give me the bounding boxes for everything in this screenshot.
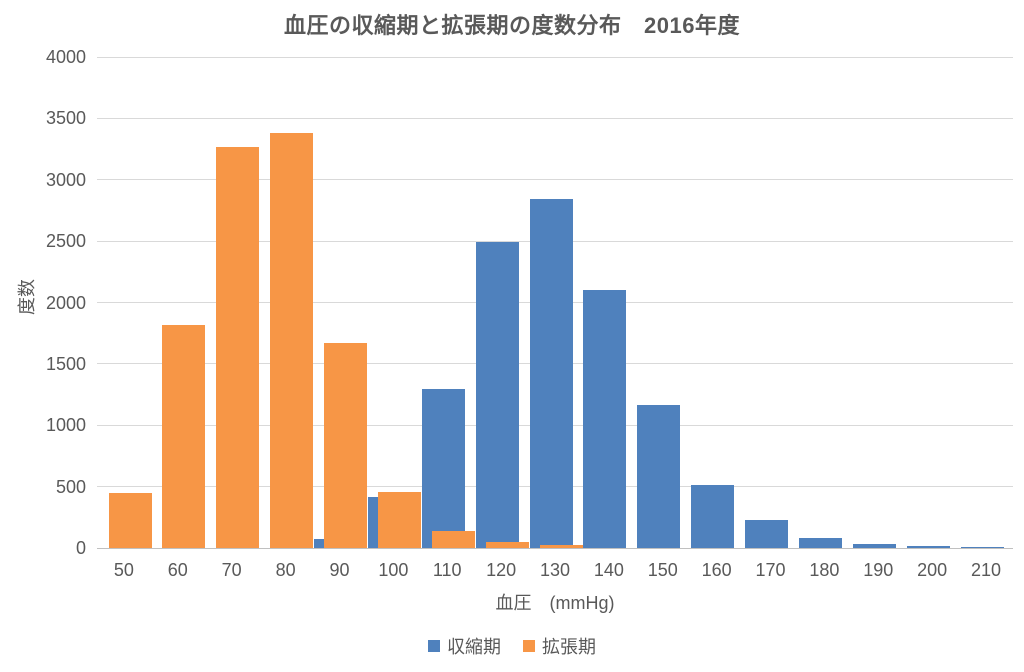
legend-item-systolic: 収縮期 [428, 633, 501, 659]
x-tick-label: 90 [329, 560, 350, 580]
systolic-bar [745, 519, 789, 548]
x-tick-label: 160 [701, 560, 732, 580]
x-tick-label: 170 [755, 560, 786, 580]
x-tick-label: 210 [971, 560, 1002, 580]
gridline [97, 56, 1013, 58]
x-axis-title: 血圧 (mmHg) [495, 593, 615, 613]
legend-label: 収縮期 [447, 637, 501, 657]
x-tick-label: 190 [863, 560, 894, 580]
legend-label: 拡張期 [542, 637, 596, 657]
diastolic-bar [431, 531, 475, 548]
legend: 収縮期 拡張期 [0, 633, 1024, 659]
systolic-bar [960, 546, 1004, 548]
diastolic-bar [162, 324, 206, 548]
diastolic-bar [216, 146, 260, 548]
y-tick-label: 500 [55, 476, 86, 497]
legend-item-diastolic: 拡張期 [523, 633, 596, 659]
y-tick-label: 3500 [45, 108, 86, 129]
x-tick-label: 70 [221, 560, 242, 580]
systolic-bar [637, 404, 681, 548]
systolic-bar [583, 290, 627, 548]
systolic-bar [529, 198, 573, 548]
x-tick-label: 120 [486, 560, 517, 580]
y-tick-label: 0 [75, 538, 86, 558]
x-tick-label: 150 [647, 560, 678, 580]
y-tick-label: 2500 [45, 231, 86, 252]
y-tick-label: 1500 [45, 353, 86, 374]
x-tick-label: 100 [378, 560, 409, 580]
gridline [97, 117, 1013, 119]
systolic-bar [906, 546, 950, 548]
x-tick-label: 130 [539, 560, 570, 580]
systolic-bar [421, 389, 465, 548]
systolic-bar [798, 538, 842, 548]
x-tick-label: 140 [593, 560, 624, 580]
systolic-bar [852, 544, 896, 548]
legend-swatch-icon [523, 640, 535, 652]
gridline [97, 179, 1013, 181]
y-tick-label: 1000 [45, 415, 86, 436]
diastolic-bar [324, 343, 368, 548]
systolic-bar [475, 242, 519, 548]
systolic-bar [691, 485, 735, 548]
x-axis-line [97, 547, 1013, 549]
legend-swatch-icon [428, 640, 440, 652]
diastolic-bar [539, 544, 583, 548]
diastolic-bar [377, 492, 421, 548]
y-tick-label: 4000 [45, 47, 86, 67]
chart-title: 血圧の収縮期と拡張期の度数分布 2016年度 [284, 13, 740, 38]
diastolic-bar [108, 492, 152, 548]
y-tick-label: 3000 [45, 169, 86, 190]
diastolic-bar [485, 542, 529, 548]
x-tick-label: 200 [917, 560, 948, 580]
y-tick-label: 2000 [45, 292, 86, 313]
x-tick-label: 180 [809, 560, 840, 580]
x-tick-label: 80 [275, 560, 296, 580]
x-tick-label: 50 [113, 560, 134, 580]
diastolic-bar [270, 133, 314, 548]
x-tick-label: 60 [167, 560, 188, 580]
x-tick-label: 110 [432, 560, 462, 580]
